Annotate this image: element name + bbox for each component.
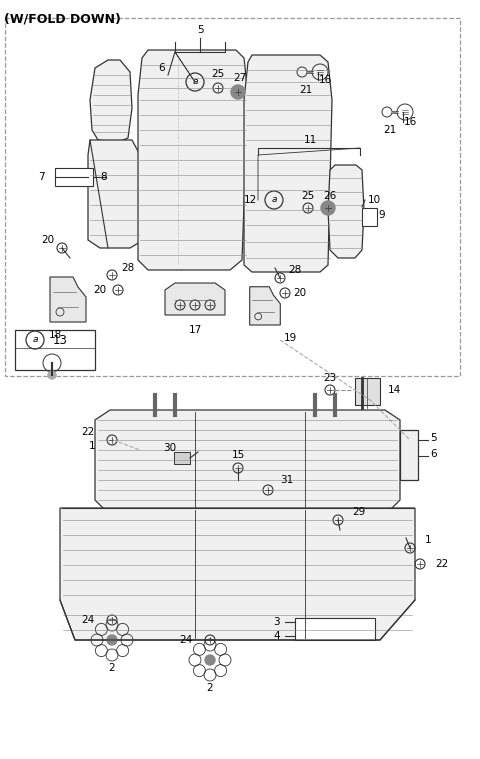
Text: 9: 9 [378, 210, 384, 220]
Text: 10: 10 [368, 195, 381, 205]
Text: 19: 19 [283, 333, 297, 343]
Text: 23: 23 [324, 373, 336, 383]
Bar [15, 330, 95, 370]
Text: 25: 25 [211, 69, 225, 79]
Text: 27: 27 [233, 73, 247, 83]
Text: 1: 1 [88, 441, 95, 451]
Text: 2: 2 [108, 663, 115, 673]
Polygon shape [165, 283, 225, 315]
Circle shape [321, 201, 335, 215]
Circle shape [48, 371, 56, 379]
Text: 20: 20 [293, 288, 307, 298]
Text: a: a [32, 335, 38, 345]
Text: 2: 2 [207, 683, 213, 693]
Text: 1: 1 [425, 535, 432, 545]
Text: 29: 29 [352, 507, 365, 517]
Text: 31: 31 [280, 475, 293, 485]
Text: 28: 28 [121, 263, 134, 273]
Polygon shape [138, 50, 248, 270]
Bar [362, 208, 377, 226]
Text: 6: 6 [159, 63, 165, 73]
Text: 5: 5 [430, 433, 437, 443]
Text: 11: 11 [303, 135, 317, 145]
Text: 16: 16 [318, 75, 332, 85]
Polygon shape [174, 452, 190, 464]
Text: 22: 22 [435, 559, 448, 569]
Polygon shape [250, 287, 280, 325]
Polygon shape [244, 55, 332, 272]
Polygon shape [95, 410, 400, 510]
Text: 5: 5 [197, 25, 204, 35]
Text: 12: 12 [244, 195, 257, 205]
Text: 18: 18 [48, 330, 61, 340]
Text: a: a [271, 196, 277, 204]
Text: 30: 30 [163, 443, 177, 453]
Circle shape [231, 85, 245, 99]
Text: 16: 16 [403, 117, 417, 127]
Text: 24: 24 [179, 635, 192, 645]
Text: 28: 28 [288, 265, 301, 275]
Text: 25: 25 [301, 191, 314, 201]
Polygon shape [400, 430, 418, 480]
Bar [295, 618, 375, 640]
Polygon shape [355, 378, 380, 405]
Polygon shape [328, 165, 364, 258]
Text: 6: 6 [430, 449, 437, 459]
Text: 24: 24 [81, 615, 94, 625]
Text: 22: 22 [82, 427, 95, 437]
Text: 26: 26 [324, 191, 336, 201]
Text: 21: 21 [384, 125, 396, 135]
Circle shape [107, 635, 117, 645]
Polygon shape [60, 508, 415, 640]
Bar [55, 168, 93, 186]
Text: 3: 3 [274, 617, 280, 627]
Text: 20: 20 [41, 235, 55, 245]
Polygon shape [90, 60, 132, 142]
Text: 4: 4 [274, 631, 280, 641]
Text: 17: 17 [188, 325, 202, 335]
Bar [5, 18, 460, 376]
Text: 7: 7 [38, 172, 45, 182]
Text: (W/FOLD DOWN): (W/FOLD DOWN) [4, 12, 121, 25]
Text: 21: 21 [300, 85, 312, 95]
Text: 14: 14 [388, 385, 401, 395]
Text: 15: 15 [231, 450, 245, 460]
Polygon shape [88, 140, 140, 248]
Circle shape [205, 655, 215, 665]
Text: 13: 13 [53, 333, 67, 347]
Text: a: a [192, 77, 198, 87]
Polygon shape [50, 277, 86, 322]
Text: 8: 8 [100, 172, 107, 182]
Text: 20: 20 [94, 285, 107, 295]
